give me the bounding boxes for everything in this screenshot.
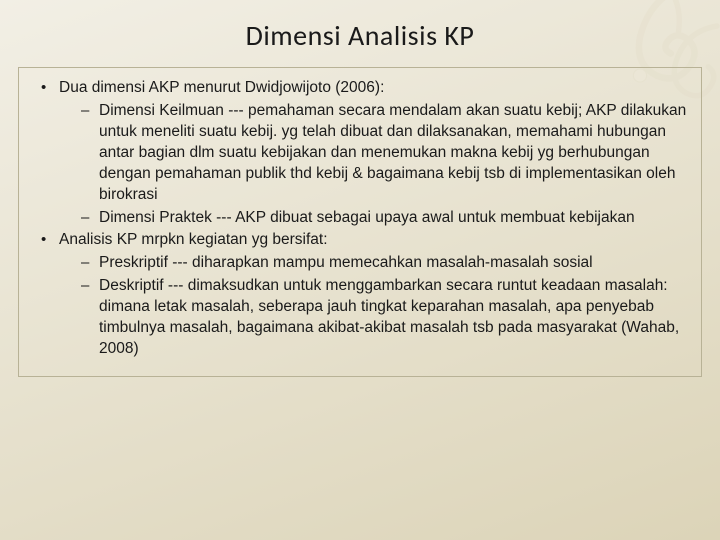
sub-bullet-text: Dimensi Keilmuan --- pemahaman secara me… <box>99 102 686 203</box>
bullet-item: Dua dimensi AKP menurut Dwidjowijoto (20… <box>41 78 687 228</box>
bullet-text: Analisis KP mrpkn kegiatan yg bersifat: <box>59 231 328 248</box>
bullet-list: Dua dimensi AKP menurut Dwidjowijoto (20… <box>33 78 687 360</box>
sub-bullet-list: Preskriptif --- diharapkan mampu memecah… <box>59 253 687 360</box>
content-box: Dua dimensi AKP menurut Dwidjowijoto (20… <box>18 67 702 377</box>
sub-bullet-item: Dimensi Praktek --- AKP dibuat sebagai u… <box>81 208 687 229</box>
sub-bullet-list: Dimensi Keilmuan --- pemahaman secara me… <box>59 101 687 229</box>
slide: Dimensi Analisis KP Dua dimensi AKP menu… <box>0 0 720 540</box>
sub-bullet-item: Preskriptif --- diharapkan mampu memecah… <box>81 253 687 274</box>
sub-bullet-text: Dimensi Praktek --- AKP dibuat sebagai u… <box>99 209 635 226</box>
sub-bullet-item: Deskriptif --- dimaksudkan untuk menggam… <box>81 276 687 360</box>
sub-bullet-text: Preskriptif --- diharapkan mampu memecah… <box>99 254 593 271</box>
bullet-text: Dua dimensi AKP menurut Dwidjowijoto (20… <box>59 79 384 96</box>
bullet-item: Analisis KP mrpkn kegiatan yg bersifat: … <box>41 230 687 360</box>
sub-bullet-item: Dimensi Keilmuan --- pemahaman secara me… <box>81 101 687 206</box>
slide-title: Dimensi Analisis KP <box>18 18 702 53</box>
sub-bullet-text: Deskriptif --- dimaksudkan untuk menggam… <box>99 277 679 357</box>
